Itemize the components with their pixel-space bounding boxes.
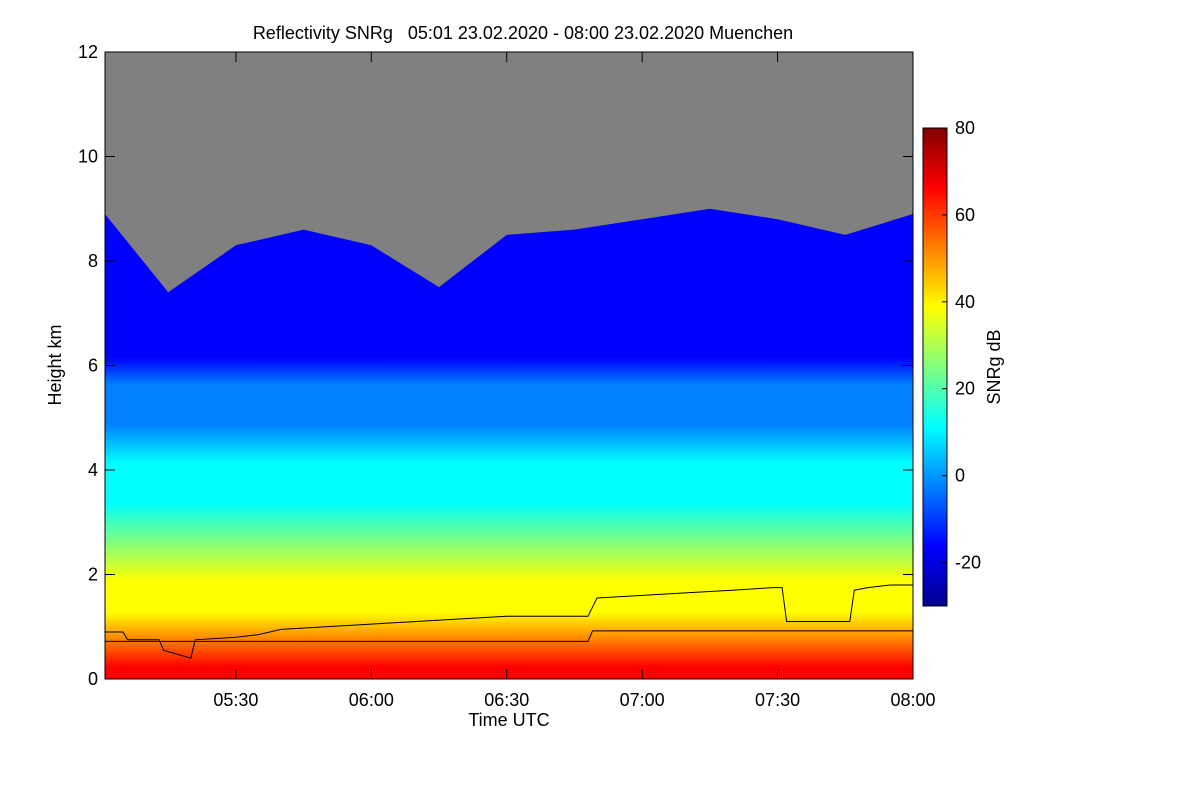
colorbar-label: SNRg dB (984, 329, 1004, 404)
colorbar-tick-label: 80 (955, 118, 975, 138)
y-axis: 0 2 4 6 8 10 12 (78, 42, 913, 689)
colorbar-ticks: -20 0 20 40 60 80 (942, 118, 981, 573)
colorbar-tick-label: 20 (955, 379, 975, 399)
chart-title: Reflectivity SNRg 05:01 23.02.2020 - 08:… (253, 23, 793, 43)
series-layer (105, 584, 913, 659)
x-axis-label: Time UTC (468, 710, 549, 730)
x-tick-label: 06:00 (349, 690, 394, 710)
x-axis: 05:30 06:00 06:30 07:00 07:30 08:00 (213, 52, 936, 710)
colorbar-tick-label: 60 (955, 205, 975, 225)
y-tick-label: 0 (88, 669, 98, 689)
x-tick-label: 05:30 (213, 690, 258, 710)
echo-region (105, 208, 913, 679)
y-tick-label: 2 (88, 565, 98, 585)
colorbar-tick-label: -20 (955, 553, 981, 573)
y-axis-label: Height km (45, 324, 65, 405)
colorbar (922, 127, 948, 607)
series-line-1 (105, 584, 913, 659)
x-tick-label: 07:30 (755, 690, 800, 710)
colorbar-tick-label: 0 (955, 466, 965, 486)
y-tick-label: 10 (78, 147, 98, 167)
x-tick-label: 08:00 (890, 690, 935, 710)
y-tick-label: 4 (88, 460, 98, 480)
x-tick-label: 06:30 (484, 690, 529, 710)
plot-area (105, 52, 913, 679)
y-tick-label: 6 (88, 356, 98, 376)
x-tick-label: 07:00 (620, 690, 665, 710)
colorbar-tick-label: 40 (955, 292, 975, 312)
y-tick-label: 8 (88, 251, 98, 271)
series-line-2 (105, 630, 913, 642)
y-tick-label: 12 (78, 42, 98, 62)
